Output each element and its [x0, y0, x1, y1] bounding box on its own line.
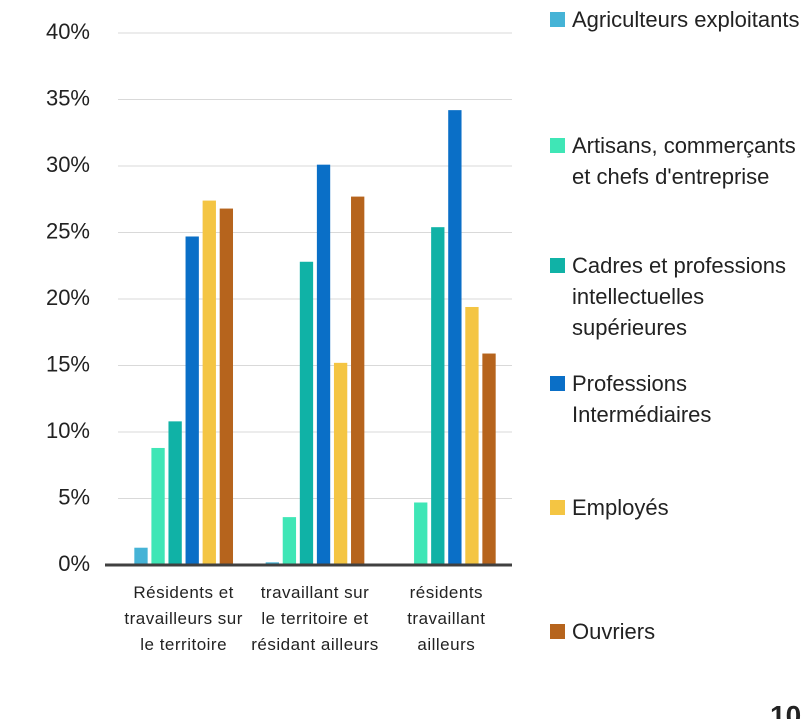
legend-label: Employés	[572, 495, 669, 520]
legend-item: Artisans, commerçants et chefs d'entrepr…	[550, 130, 800, 192]
bar	[333, 362, 348, 565]
y-tick-label: 0%	[58, 551, 90, 576]
legend-swatch	[550, 376, 565, 391]
legend-item: Employés	[550, 492, 800, 523]
bar	[282, 517, 297, 565]
y-tick-label: 35%	[46, 85, 90, 110]
y-tick-label: 5%	[58, 484, 90, 509]
x-tick-label: résidents travaillant ailleurs	[407, 583, 486, 654]
legend-label: Agriculteurs exploitants	[572, 7, 800, 32]
legend-label: Cadres et professions intellectuelles su…	[572, 253, 786, 340]
x-tick-label: Résidents et travailleurs sur le territo…	[124, 583, 243, 654]
y-tick-label: 25%	[46, 218, 90, 243]
legend-item: Agriculteurs exploitants	[550, 4, 800, 35]
y-tick-label: 30%	[46, 152, 90, 177]
bar	[351, 196, 365, 565]
bar	[316, 164, 331, 566]
legend-swatch	[550, 624, 565, 639]
legend-swatch	[550, 500, 565, 515]
bar	[185, 236, 199, 566]
legend-swatch	[550, 12, 565, 27]
y-tick-label: 15%	[46, 351, 90, 376]
legend-item: Cadres et professions intellectuelles su…	[550, 250, 800, 343]
legend-swatch	[550, 258, 565, 273]
bar	[134, 547, 148, 565]
bar	[151, 447, 165, 565]
y-tick-label: 40%	[46, 19, 90, 44]
legend-label: Ouvriers	[572, 619, 656, 644]
x-tick-label: travaillant sur le territoire et résidan…	[251, 583, 379, 654]
bar	[414, 502, 428, 565]
legend-swatch	[550, 138, 565, 153]
bar	[202, 200, 216, 565]
y-tick-label: 20%	[46, 285, 90, 310]
y-tick-label: 10%	[46, 418, 90, 443]
legend-item: Ouvriers	[550, 616, 800, 647]
bar	[431, 227, 445, 565]
bar	[482, 353, 496, 565]
bar	[448, 110, 462, 565]
legend-item: Professions Intermédiaires	[550, 368, 800, 430]
bar	[299, 261, 314, 565]
bar	[465, 306, 479, 565]
page-number: 10	[770, 700, 802, 719]
legend-label: Professions Intermédiaires	[572, 371, 712, 427]
bar	[168, 421, 182, 565]
legend-label: Artisans, commerçants et chefs d'entrepr…	[572, 133, 796, 189]
bar	[219, 208, 234, 565]
